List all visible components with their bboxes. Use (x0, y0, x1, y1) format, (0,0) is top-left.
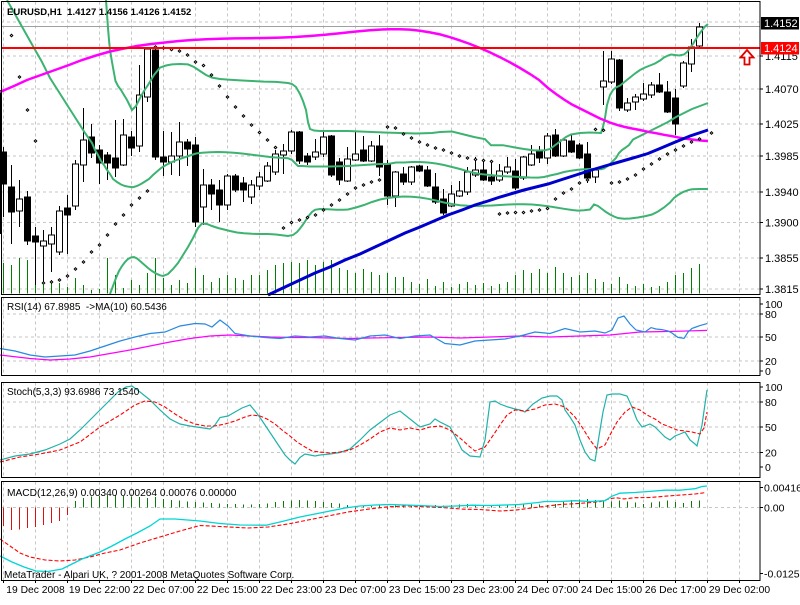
svg-text:24 Dec 15:00: 24 Dec 15:00 (581, 585, 643, 596)
svg-text:0.00416: 0.00416 (764, 483, 800, 495)
svg-text:50: 50 (765, 332, 777, 344)
svg-text:20: 20 (765, 356, 777, 368)
svg-text:100: 100 (765, 299, 783, 311)
svg-text:100: 100 (765, 382, 783, 394)
svg-text:MACD(12,26,9) 0.00340 0.00264: MACD(12,26,9) 0.00340 0.00264 0.00076 0.… (7, 488, 237, 499)
svg-text:80: 80 (765, 309, 777, 321)
svg-text:26 Dec 17:00: 26 Dec 17:00 (645, 585, 707, 596)
svg-text:0: 0 (765, 366, 771, 378)
svg-text:24 Dec 07:00: 24 Dec 07:00 (517, 585, 579, 596)
svg-text:1.4152: 1.4152 (764, 18, 798, 30)
svg-text:0.00: 0.00 (764, 503, 785, 515)
svg-text:1.4025: 1.4025 (765, 119, 799, 131)
svg-text:MetaTrader - Alpari UK, ? 2001: MetaTrader - Alpari UK, ? 2001-2008 Meta… (4, 570, 294, 581)
svg-text:EURUSD,H1 1.4127 1.4156 1.412: EURUSD,H1 1.4127 1.4156 1.4126 1.4152 (7, 7, 191, 18)
svg-text:1.4070: 1.4070 (765, 84, 799, 96)
svg-text:22 Dec 07:00: 22 Dec 07:00 (133, 585, 195, 596)
svg-text:RSI(14) 67.8985 ->MA(10) 60.5: RSI(14) 67.8985 ->MA(10) 60.5436 (7, 302, 167, 313)
svg-text:23 Dec 23:00: 23 Dec 23:00 (453, 585, 515, 596)
svg-text:1.3940: 1.3940 (765, 187, 799, 199)
svg-text:19 Dec 2008: 19 Dec 2008 (6, 585, 65, 596)
svg-text:22 Dec 15:00: 22 Dec 15:00 (197, 585, 259, 596)
svg-text:0: 0 (765, 462, 771, 474)
svg-text:1.3900: 1.3900 (765, 218, 799, 230)
svg-text:23 Dec 15:00: 23 Dec 15:00 (389, 585, 451, 596)
svg-text:1.3985: 1.3985 (765, 151, 799, 163)
svg-text:19 Dec 22:00: 19 Dec 22:00 (69, 585, 131, 596)
svg-text:20: 20 (765, 448, 777, 460)
svg-text:-0.01258: -0.01258 (764, 569, 800, 581)
svg-text:1.4124: 1.4124 (764, 43, 798, 55)
svg-text:23 Dec 07:00: 23 Dec 07:00 (325, 585, 387, 596)
svg-text:1.3855: 1.3855 (765, 253, 799, 265)
svg-text:1.3815: 1.3815 (765, 284, 799, 296)
svg-text:Stoch(5,3,3) 93.6986 73.1540: Stoch(5,3,3) 93.6986 73.1540 (7, 387, 140, 398)
svg-text:29 Dec 02:00: 29 Dec 02:00 (709, 585, 771, 596)
svg-text:50: 50 (765, 422, 777, 434)
svg-text:80: 80 (765, 397, 777, 409)
svg-text:22 Dec 23:00: 22 Dec 23:00 (261, 585, 323, 596)
